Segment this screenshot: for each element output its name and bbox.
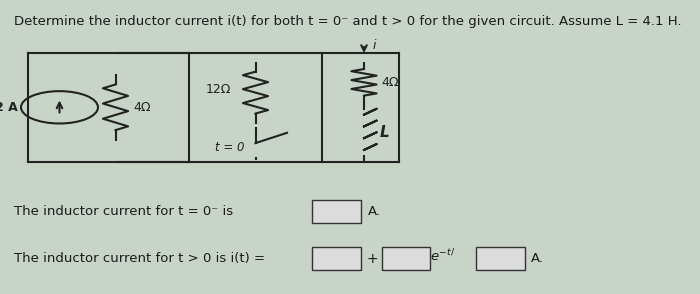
Text: $e^{-t/}$: $e^{-t/}$ — [430, 248, 456, 264]
Text: The inductor current for t = 0⁻ is: The inductor current for t = 0⁻ is — [14, 205, 233, 218]
Text: i: i — [372, 39, 376, 52]
Text: t = 0: t = 0 — [216, 141, 245, 154]
Text: L: L — [379, 125, 389, 140]
Text: 4Ω: 4Ω — [382, 76, 399, 89]
Bar — [312, 200, 360, 223]
Text: A.: A. — [531, 252, 544, 265]
Text: A.: A. — [368, 205, 381, 218]
Bar — [476, 247, 525, 270]
Bar — [312, 247, 360, 270]
Text: Determine the inductor current i(t) for both t = 0⁻ and t > 0 for the given circ: Determine the inductor current i(t) for … — [14, 15, 682, 28]
Text: The inductor current for t > 0 is i(t) =: The inductor current for t > 0 is i(t) = — [14, 252, 265, 265]
Text: 2 A: 2 A — [0, 101, 18, 114]
Text: +: + — [366, 252, 378, 266]
Text: 12Ω: 12Ω — [206, 83, 231, 96]
Bar — [382, 247, 430, 270]
Text: 4Ω: 4Ω — [133, 101, 150, 114]
